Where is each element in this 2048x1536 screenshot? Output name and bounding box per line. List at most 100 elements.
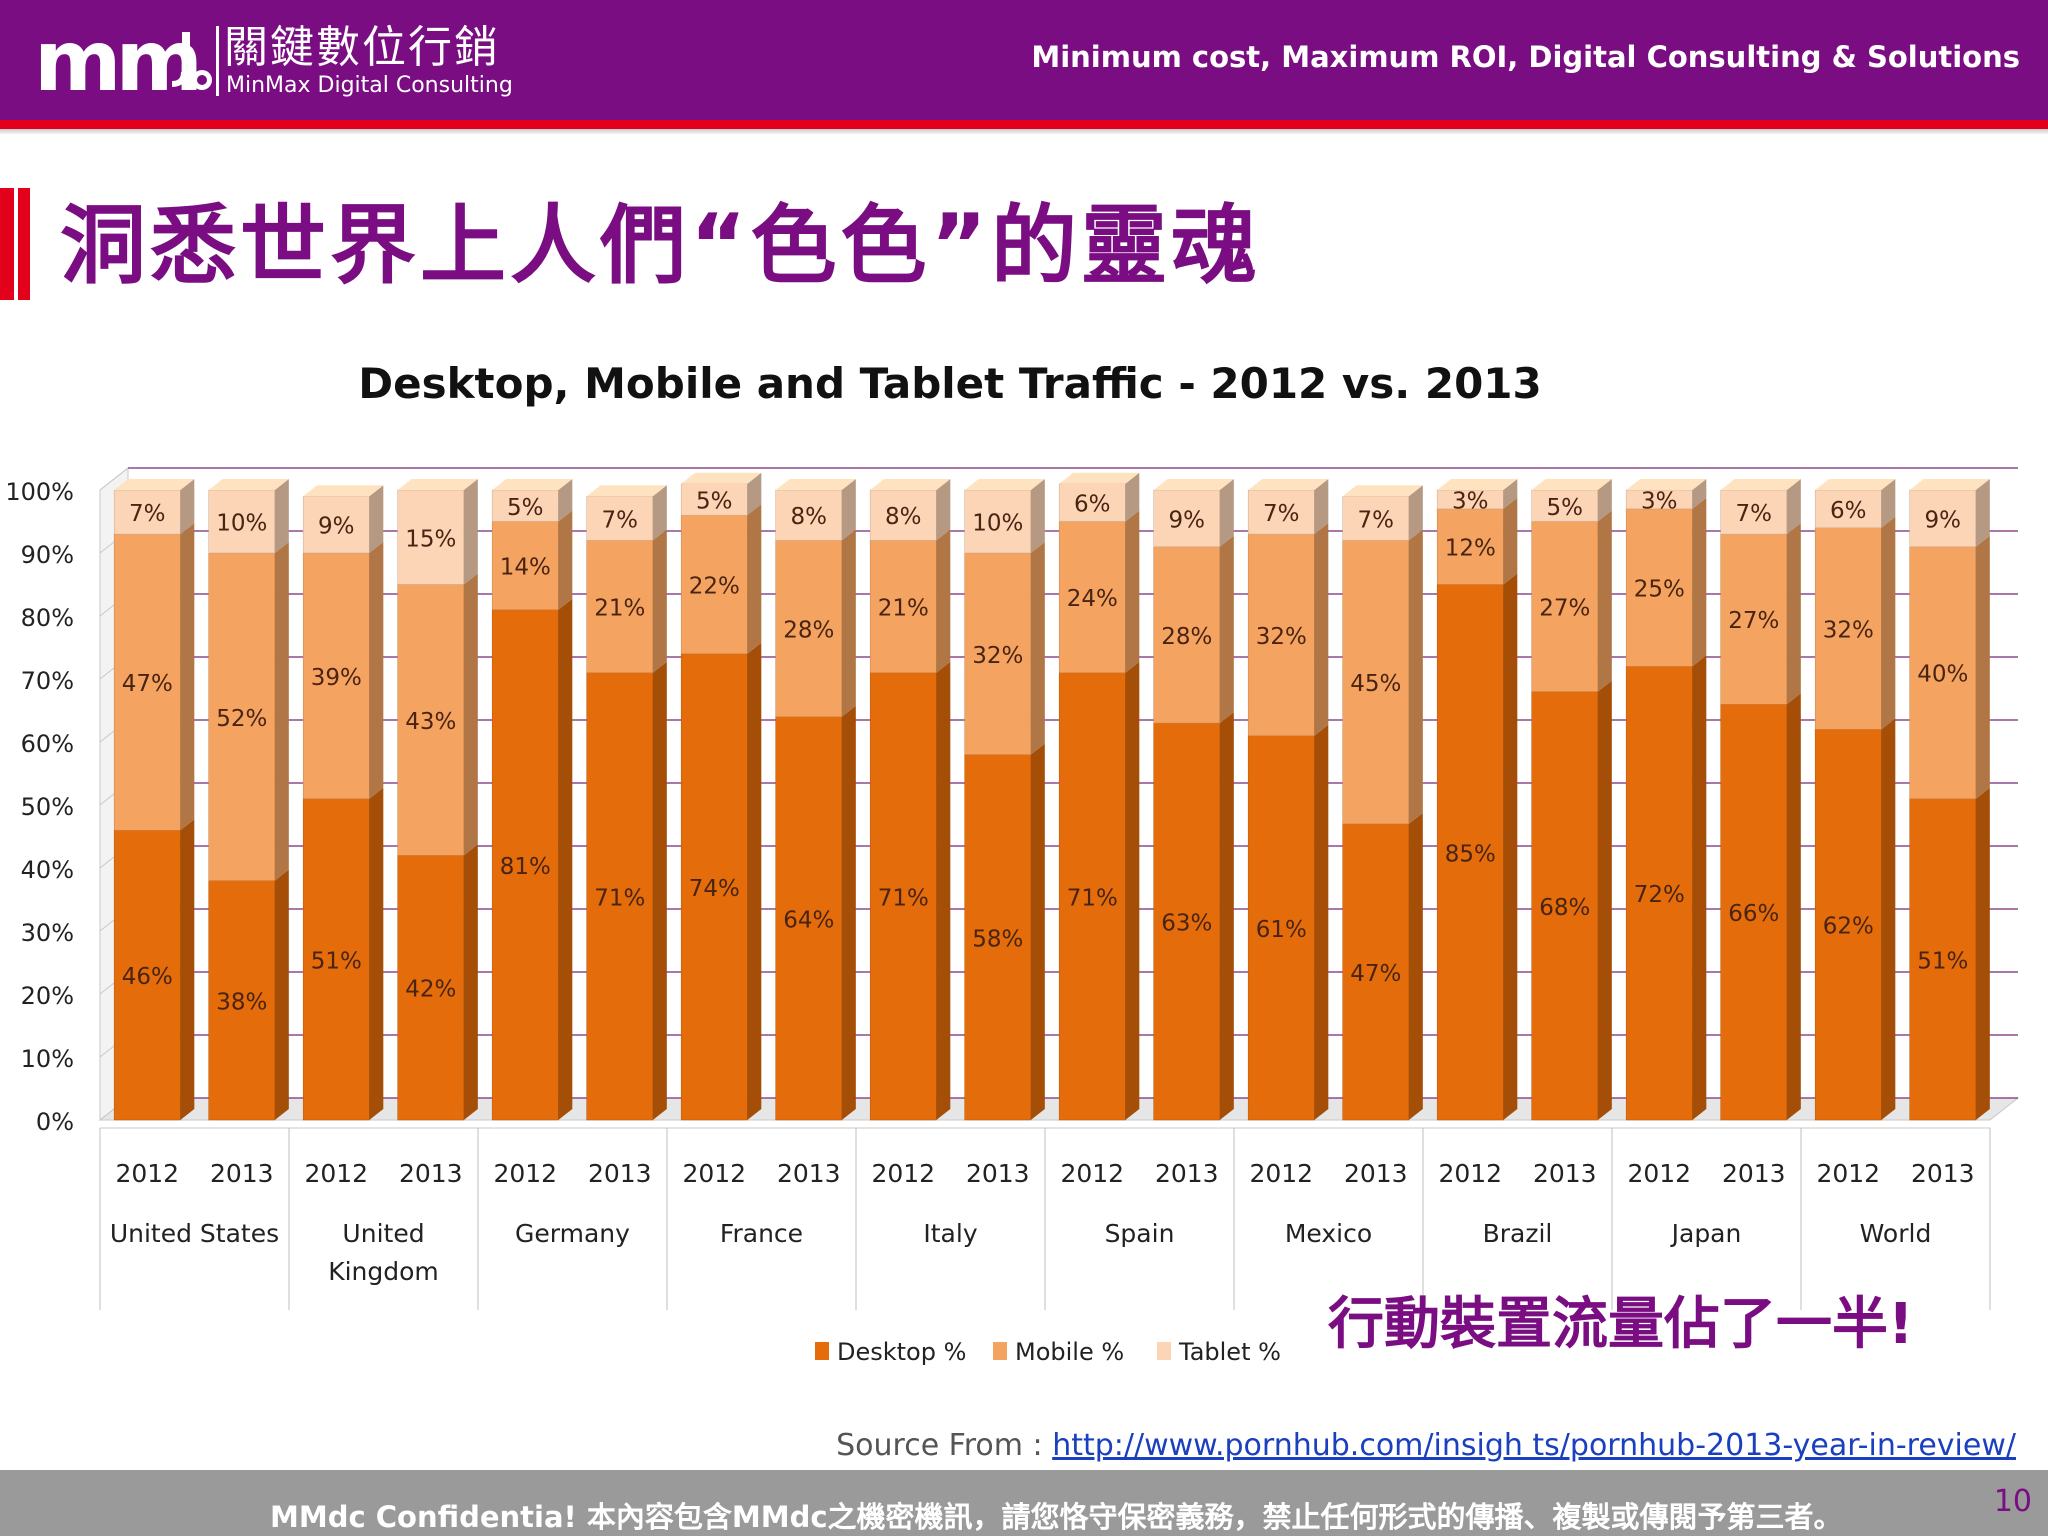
x-tick-label: 2013: [1533, 1159, 1597, 1188]
bar-top: [1720, 479, 1801, 490]
data-label: 14%: [500, 555, 551, 581]
data-label: 9%: [1169, 507, 1206, 533]
bar-segment: [302, 496, 370, 554]
bar-segment: [1436, 584, 1504, 1121]
data-label: 58%: [972, 926, 1023, 952]
bar-segment: [1247, 489, 1315, 535]
bar-top: [775, 479, 856, 490]
header-bar: [0, 0, 2048, 120]
bar-segment-side: [558, 598, 573, 1120]
header-accent-stripe: [0, 120, 2048, 129]
bar-segment-side: [1881, 718, 1896, 1120]
footer-bar: [0, 1470, 2048, 1536]
bar-segment: [113, 533, 181, 831]
bar-top: [1909, 479, 1990, 490]
title-accent-gap: [14, 188, 18, 300]
bar-segment-side: [1314, 724, 1329, 1120]
bar-segment-side: [274, 479, 289, 553]
bar-segment-side: [1503, 497, 1518, 585]
data-label: 28%: [783, 618, 834, 644]
bar-segment-side: [1786, 479, 1801, 535]
bar-top: [208, 479, 289, 490]
data-label: 43%: [405, 709, 456, 735]
data-label: 32%: [1256, 624, 1307, 650]
bar-segment-side: [1503, 479, 1518, 509]
data-label: 52%: [216, 706, 267, 732]
bar-segment-side: [1125, 472, 1140, 522]
bar-segment: [491, 521, 559, 610]
data-label: 51%: [311, 948, 362, 974]
y-tick-label: 80%: [21, 604, 74, 632]
data-label: 68%: [1539, 895, 1590, 921]
source-link[interactable]: http://www.pornhub.com/insigh ts/pornhub…: [1052, 1428, 2016, 1463]
data-label: 47%: [122, 671, 173, 697]
page-number: 10: [1993, 1484, 2032, 1519]
bar-segment: [208, 552, 276, 881]
bar-segment-side: [180, 819, 195, 1120]
x-tick-label: 2012: [115, 1159, 179, 1188]
bar-segment: [113, 829, 181, 1121]
legend-swatch: [1157, 1342, 1171, 1360]
bar-segment: [869, 672, 937, 1121]
data-label: 21%: [878, 596, 929, 622]
bar-segment-side: [369, 787, 384, 1120]
bar-segment-side: [1314, 479, 1329, 535]
data-label: 9%: [1925, 507, 1962, 533]
y-tick-label: 100%: [5, 478, 74, 506]
data-label: 10%: [216, 511, 267, 537]
footer-confidential-text: MMdc Confidentia! 本內容包含MMdc之機密機訊，請您恪守保密義…: [270, 1500, 1843, 1534]
bar-segment-side: [1219, 479, 1234, 547]
x-tick-label: 2012: [1060, 1159, 1124, 1188]
data-label: 66%: [1728, 901, 1779, 927]
bar-segment-side: [1881, 479, 1896, 528]
bar-segment-side: [1597, 680, 1612, 1120]
bar-segment: [1625, 666, 1693, 1121]
bar-segment-side: [1786, 523, 1801, 705]
group-label: Brazil: [1483, 1219, 1553, 1248]
bar-segment: [1909, 798, 1977, 1121]
bar-segment-side: [1881, 516, 1896, 730]
bar-segment: [586, 496, 654, 541]
bar-segment: [680, 653, 748, 1121]
bar-segment-side: [1597, 479, 1612, 522]
data-label: 9%: [318, 514, 355, 540]
data-label: 7%: [602, 507, 639, 533]
data-label: 7%: [1736, 501, 1773, 527]
bar-segment-side: [463, 479, 478, 585]
data-label: 22%: [689, 574, 740, 600]
data-label: 38%: [216, 989, 267, 1015]
bar-segment-side: [652, 529, 667, 673]
bar-segment: [1058, 672, 1126, 1121]
x-tick-label: 2013: [1722, 1159, 1786, 1188]
x-tick-label: 2012: [493, 1159, 557, 1188]
bar-segment: [491, 489, 559, 522]
x-tick-label: 2013: [966, 1159, 1030, 1188]
bar-top: [1531, 479, 1612, 490]
y-tick-label: 0%: [36, 1108, 74, 1136]
data-label: 71%: [878, 885, 929, 911]
bar-segment: [1153, 546, 1221, 724]
bar-top: [1153, 479, 1234, 490]
x-tick-label: 2013: [588, 1159, 652, 1188]
x-tick-label: 2012: [1438, 1159, 1502, 1188]
bar-segment: [1814, 489, 1882, 529]
bar-top: [1248, 479, 1329, 490]
data-label: 71%: [1067, 885, 1118, 911]
data-label: 32%: [1823, 618, 1874, 644]
y-tick-label: 70%: [21, 667, 74, 695]
data-label: 5%: [1547, 495, 1584, 521]
data-label: 64%: [783, 907, 834, 933]
bar-top: [1815, 479, 1896, 490]
data-label: 42%: [405, 977, 456, 1003]
data-label: 51%: [1917, 948, 1968, 974]
data-label: 8%: [885, 504, 922, 530]
bar-top: [870, 479, 951, 490]
mmdc-logo-icon: mm: [34, 22, 212, 98]
bar-segment: [775, 716, 843, 1121]
bar-segment: [1625, 508, 1693, 667]
data-label: 24%: [1067, 586, 1118, 612]
group-label: Mexico: [1285, 1219, 1372, 1248]
bar-segment-side: [936, 479, 951, 541]
bar-segment: [397, 855, 465, 1121]
bar-segment: [1531, 489, 1599, 522]
